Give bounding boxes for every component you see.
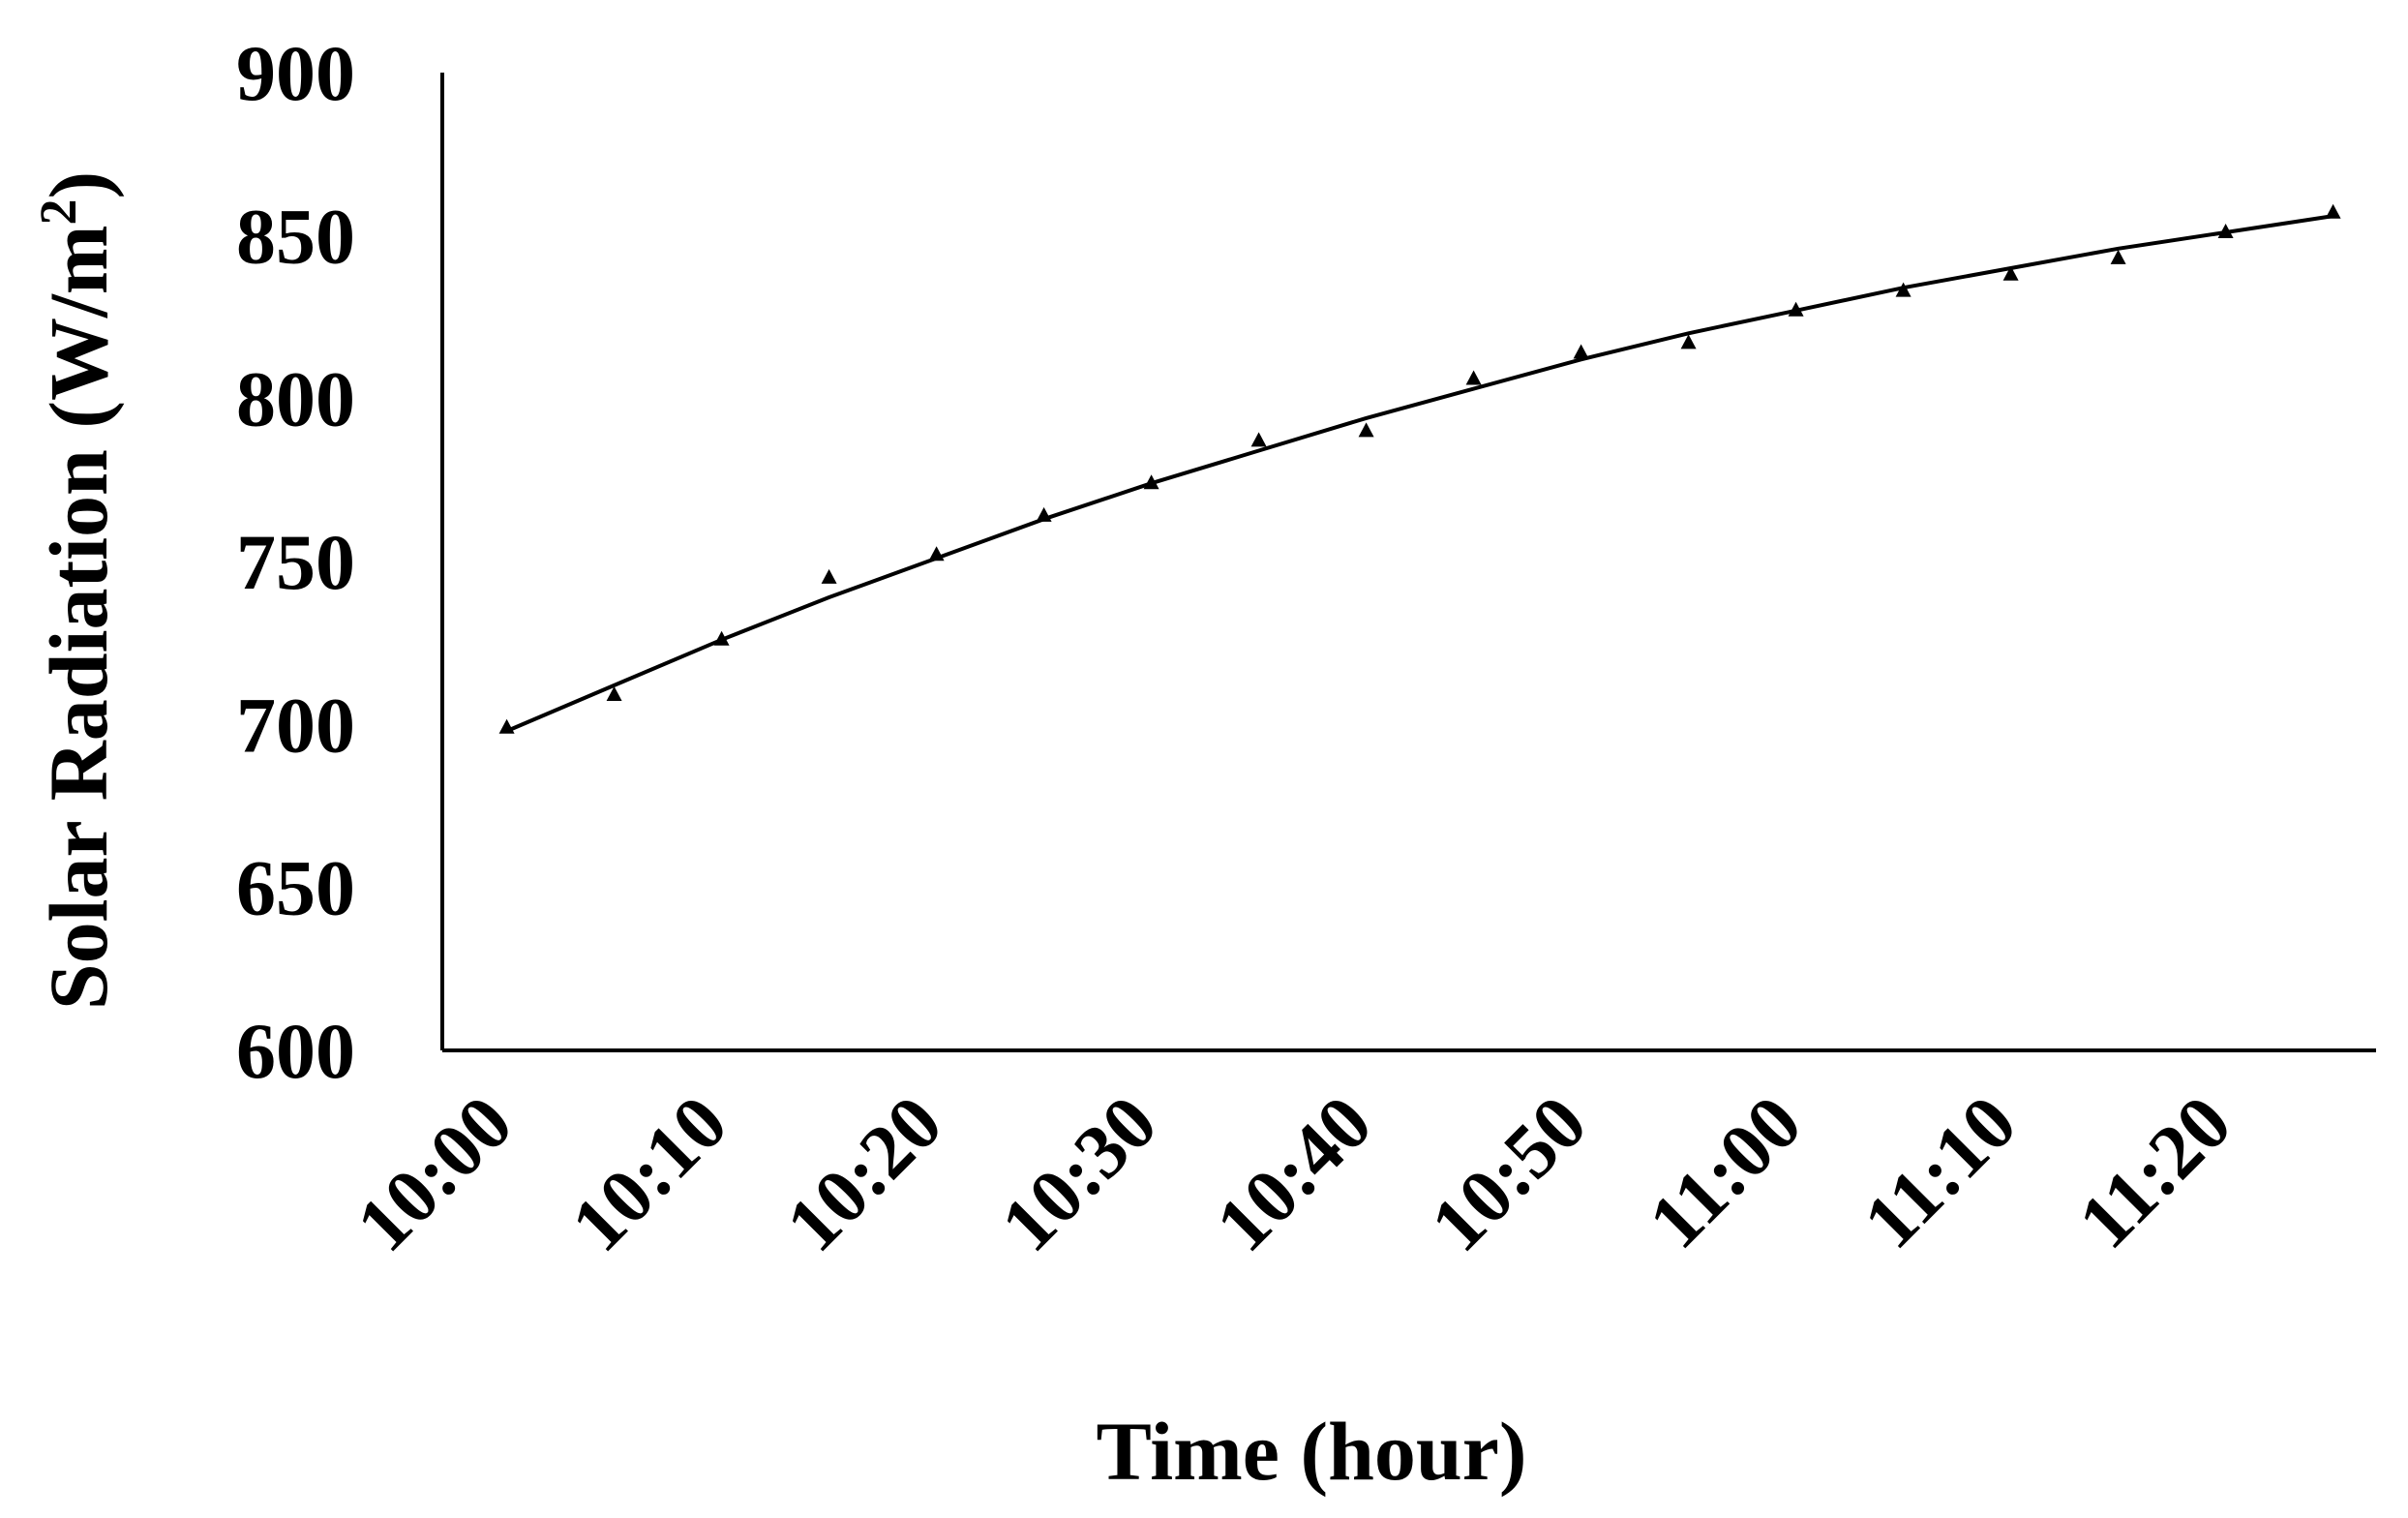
data-point — [2325, 203, 2341, 219]
data-point — [2002, 265, 2019, 281]
y-tick-label: 850 — [236, 192, 355, 280]
x-tick-label: 10:50 — [1415, 1080, 1603, 1268]
y-tick-label: 600 — [236, 1007, 355, 1095]
data-point — [1573, 344, 1589, 359]
data-point — [1465, 370, 1482, 385]
trendline — [505, 214, 2333, 733]
data-point — [713, 630, 730, 646]
data-point — [1358, 422, 1374, 438]
y-tick-label: 900 — [236, 29, 355, 117]
y-tick-label: 650 — [236, 844, 355, 932]
x-tick-label: 10:00 — [341, 1080, 528, 1268]
y-tick-label: 800 — [236, 355, 355, 443]
y-tick-label: 700 — [236, 681, 355, 769]
x-tick-label: 11:00 — [1633, 1080, 1818, 1265]
y-axis-title-superscript: 2 — [29, 198, 87, 225]
data-point — [1250, 432, 1267, 447]
data-point — [1680, 334, 1697, 349]
data-point — [606, 686, 622, 702]
x-tick-label: 11:10 — [1848, 1080, 2032, 1265]
data-point — [1788, 301, 1804, 317]
data-point — [2110, 249, 2126, 264]
data-point — [498, 718, 515, 734]
x-axis-title: Time (hour) — [1096, 1405, 1526, 1498]
x-tick-label: 10:40 — [1200, 1080, 1388, 1268]
x-tick-label: 10:10 — [556, 1080, 743, 1268]
x-tick-label: 11:20 — [2062, 1080, 2247, 1265]
data-point — [928, 546, 945, 562]
x-tick-label: 10:30 — [985, 1080, 1173, 1268]
y-axis-title-main: Solar Radiation (W/m — [32, 225, 125, 1010]
data-point — [821, 568, 837, 584]
x-tick-label: 10:20 — [770, 1080, 958, 1268]
data-point — [1036, 506, 1052, 522]
y-tick-label: 750 — [236, 518, 355, 606]
data-point — [2217, 223, 2234, 238]
data-point — [1143, 474, 1159, 490]
y-axis-title-suffix: ) — [32, 171, 125, 199]
y-axis-title: Solar Radiation (W/m2) — [29, 171, 125, 1010]
data-point — [1895, 282, 1911, 297]
